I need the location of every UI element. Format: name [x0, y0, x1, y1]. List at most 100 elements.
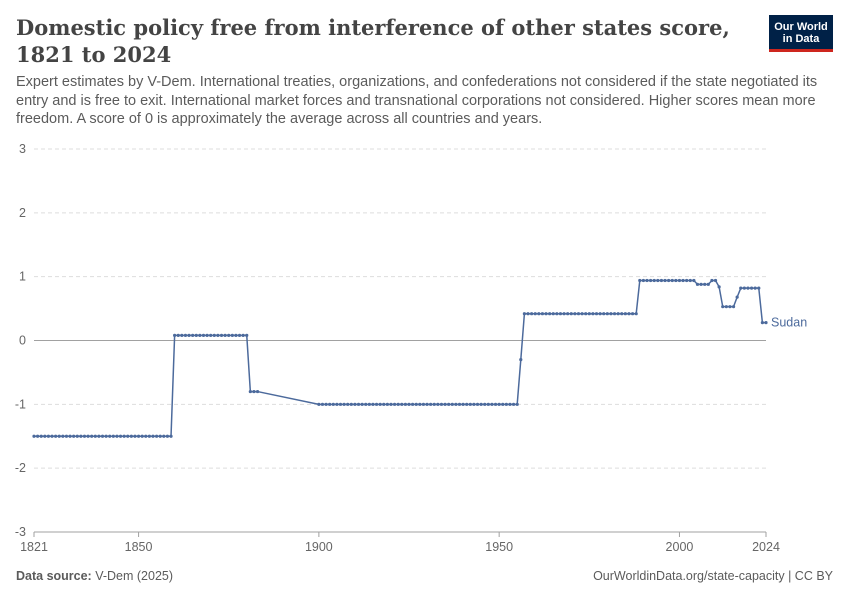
data-point[interactable] — [237, 333, 242, 337]
data-point[interactable] — [342, 402, 346, 406]
data-point[interactable] — [504, 402, 508, 406]
data-point[interactable] — [533, 312, 537, 316]
data-point[interactable] — [328, 402, 332, 406]
data-point[interactable] — [465, 402, 469, 406]
data-point[interactable] — [703, 282, 707, 286]
data-point[interactable] — [374, 402, 379, 406]
data-point[interactable] — [129, 434, 133, 438]
data-point[interactable] — [79, 434, 83, 438]
data-point[interactable] — [436, 402, 440, 406]
data-point[interactable] — [385, 402, 389, 406]
data-point[interactable] — [75, 434, 79, 438]
data-point[interactable] — [605, 312, 609, 316]
data-point[interactable] — [382, 402, 386, 406]
data-point[interactable] — [324, 402, 328, 406]
data-point[interactable] — [508, 402, 512, 406]
data-point[interactable] — [483, 402, 487, 406]
data-point[interactable] — [447, 402, 451, 406]
data-point[interactable] — [201, 333, 206, 337]
data-point[interactable] — [594, 312, 599, 316]
data-point[interactable] — [609, 312, 613, 316]
data-point[interactable] — [468, 402, 472, 406]
data-point[interactable] — [241, 333, 245, 337]
data-point[interactable] — [515, 402, 519, 406]
data-point[interactable] — [421, 402, 426, 406]
data-point[interactable] — [162, 434, 166, 438]
data-point[interactable] — [548, 312, 552, 316]
data-point[interactable] — [234, 333, 238, 337]
data-point[interactable] — [93, 434, 97, 438]
data-point[interactable] — [735, 295, 739, 299]
data-point[interactable] — [392, 402, 397, 406]
data-point[interactable] — [497, 402, 501, 406]
data-point[interactable] — [511, 402, 516, 406]
data-point[interactable] — [32, 434, 36, 438]
data-point[interactable] — [623, 312, 627, 316]
data-point[interactable] — [411, 402, 415, 406]
data-point[interactable] — [346, 402, 350, 406]
data-source-value[interactable]: V-Dem (2025) — [95, 569, 174, 583]
data-point[interactable] — [245, 333, 249, 337]
data-point[interactable] — [115, 434, 119, 438]
data-point[interactable] — [530, 312, 534, 316]
data-point[interactable] — [576, 312, 581, 316]
data-point[interactable] — [522, 312, 527, 316]
data-point[interactable] — [39, 434, 43, 438]
data-point[interactable] — [667, 278, 671, 283]
data-point[interactable] — [198, 333, 202, 337]
data-point[interactable] — [219, 333, 224, 337]
data-point[interactable] — [183, 333, 188, 337]
data-point[interactable] — [472, 402, 476, 406]
data-point[interactable] — [749, 286, 754, 290]
data-point[interactable] — [432, 402, 436, 406]
data-point[interactable] — [587, 312, 591, 316]
data-point[interactable] — [331, 402, 335, 406]
data-point[interactable] — [573, 312, 577, 316]
data-point[interactable] — [86, 434, 90, 438]
data-point[interactable] — [165, 434, 170, 438]
data-point[interactable] — [688, 278, 692, 283]
data-point[interactable] — [140, 434, 144, 438]
data-point[interactable] — [630, 312, 635, 316]
data-point[interactable] — [349, 402, 353, 406]
data-point[interactable] — [616, 312, 620, 316]
data-point[interactable] — [663, 278, 667, 283]
data-point[interactable] — [248, 389, 252, 394]
data-point[interactable] — [562, 312, 566, 316]
data-point[interactable] — [454, 402, 458, 406]
data-point[interactable] — [169, 434, 173, 438]
data-point[interactable] — [133, 434, 137, 438]
data-point[interactable] — [255, 389, 260, 394]
data-point[interactable] — [443, 402, 447, 406]
data-point[interactable] — [155, 434, 159, 438]
data-point[interactable] — [176, 333, 180, 337]
data-point[interactable] — [54, 434, 58, 438]
data-point[interactable] — [180, 333, 184, 337]
data-point[interactable] — [457, 402, 462, 406]
data-point[interactable] — [612, 312, 617, 316]
data-point[interactable] — [627, 312, 631, 316]
data-point[interactable] — [158, 434, 162, 438]
data-point[interactable] — [566, 312, 570, 316]
data-point[interactable] — [209, 333, 213, 337]
data-point[interactable] — [216, 333, 220, 337]
data-point[interactable] — [335, 402, 339, 406]
data-point[interactable] — [46, 434, 51, 438]
data-point[interactable] — [742, 286, 746, 290]
data-point[interactable] — [371, 402, 375, 406]
data-point[interactable] — [353, 402, 357, 406]
data-point[interactable] — [364, 402, 368, 406]
data-point[interactable] — [757, 286, 761, 290]
data-point[interactable] — [540, 312, 545, 316]
data-point[interactable] — [173, 333, 177, 337]
data-point[interactable] — [641, 278, 646, 283]
data-point[interactable] — [753, 286, 757, 290]
data-point[interactable] — [652, 278, 656, 283]
data-point[interactable] — [519, 358, 523, 362]
data-point[interactable] — [591, 312, 595, 316]
data-point[interactable] — [90, 434, 94, 438]
data-point[interactable] — [147, 434, 151, 438]
series-label[interactable]: Sudan — [771, 316, 807, 330]
data-point[interactable] — [439, 402, 444, 406]
data-point[interactable] — [486, 402, 490, 406]
